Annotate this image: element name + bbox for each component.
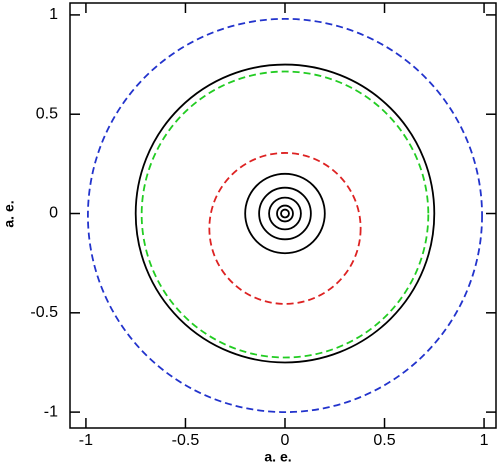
x-tick-label: -0.5 — [172, 432, 200, 449]
plot-frame — [69, 2, 497, 429]
x-tick-label: 0.5 — [373, 432, 395, 449]
orbit — [140, 70, 430, 359]
orbit — [276, 204, 294, 223]
orbit — [208, 152, 362, 305]
y-tick-label: 0 — [49, 205, 58, 222]
y-axis-label: a. e. — [1, 200, 17, 227]
orbit — [258, 186, 312, 241]
orbit — [280, 208, 290, 219]
y-tick-label: 0.5 — [36, 105, 58, 122]
x-tick-label: 0 — [281, 432, 290, 449]
y-tick-label: -0.5 — [30, 304, 58, 321]
x-tick-label: 1 — [480, 432, 489, 449]
y-tick-label: -1 — [44, 403, 58, 420]
orbit — [134, 63, 436, 364]
x-axis-label: a. e. — [264, 449, 291, 465]
y-tick-label: 1 — [49, 6, 58, 23]
x-tick-label: -1 — [79, 432, 93, 449]
orbit — [244, 172, 326, 255]
orbit — [268, 196, 302, 231]
orbit — [87, 17, 483, 414]
